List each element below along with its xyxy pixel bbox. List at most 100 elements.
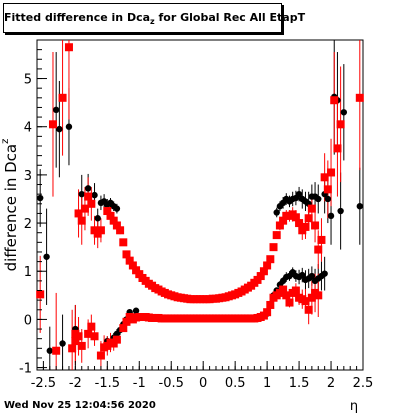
data-point-black: [308, 272, 316, 280]
x-tick-label: 2.5: [353, 376, 374, 391]
y-tick-label: 2: [24, 217, 32, 232]
data-point-black: [324, 195, 332, 203]
data-point-red: [307, 293, 316, 302]
data-point-red: [87, 199, 96, 208]
y-tick-label: 1: [24, 265, 32, 280]
data-point-black: [356, 203, 364, 210]
data-point-red: [279, 216, 288, 225]
data-point-red: [112, 335, 121, 344]
data-point-red: [77, 341, 86, 350]
x-tick-label: 1.5: [289, 376, 310, 391]
data-point-red: [314, 245, 323, 254]
data-point-red: [52, 346, 61, 355]
data-point-red: [295, 219, 304, 228]
y-axis: -1 0 1 2 3 4 5: [19, 39, 47, 377]
data-point-red: [48, 120, 57, 129]
data-point-red: [259, 267, 268, 276]
data-point-red: [279, 285, 288, 294]
data-point-red: [109, 216, 118, 225]
data-point-black: [132, 307, 140, 314]
data-point-red: [336, 120, 345, 129]
data-point-red: [266, 300, 275, 309]
y-tick-label: 3: [24, 169, 32, 184]
data-point-black: [113, 205, 121, 212]
data-point-black: [315, 195, 322, 203]
data-point-red: [84, 192, 93, 201]
data-point-red: [58, 93, 67, 102]
data-point-black: [78, 190, 85, 198]
data-point-red: [84, 329, 93, 338]
data-point-red: [311, 221, 320, 230]
data-point-black: [56, 125, 63, 133]
data-point-red: [77, 216, 86, 225]
x-tick-label: -1: [133, 376, 146, 391]
x-tick-label: 2: [327, 376, 335, 391]
data-point-red: [96, 226, 105, 235]
x-axis: -2.5 -2 -1.5 -1 -0.5 0 0.5 1 1.5 2 2.5: [31, 361, 374, 391]
data-point-red: [125, 256, 134, 265]
data-point-red: [119, 238, 128, 247]
data-point-black: [340, 109, 348, 116]
data-point-red: [272, 231, 281, 240]
x-tick-label: -2.5: [31, 376, 56, 391]
data-point-red: [291, 286, 300, 295]
data-point-red: [266, 255, 275, 264]
data-point-red: [103, 207, 112, 216]
y-axis-label: difference in Dcaz: [0, 139, 20, 272]
y-tick-label: 5: [24, 73, 32, 88]
x-tick-label: 0.5: [225, 376, 246, 391]
timestamp: Wed Nov 25 12:04:56 2020: [4, 400, 156, 411]
data-point-red: [307, 204, 316, 213]
y-tick-label: 0: [24, 313, 32, 328]
data-point-red: [68, 344, 77, 353]
x-tick-label: -1.5: [95, 376, 120, 391]
data-point-black: [299, 271, 306, 279]
data-point-red: [96, 351, 105, 360]
data-point-black: [52, 106, 60, 114]
data-point-black: [327, 212, 335, 220]
data-point-red: [263, 308, 272, 317]
data-point-red: [80, 204, 89, 213]
data-point-red: [301, 297, 310, 306]
data-point-red: [71, 337, 80, 346]
data-point-black: [273, 209, 280, 216]
title-box: Fitted difference in Dcaz for Global Rec…: [3, 3, 305, 33]
plot-frame: [36, 39, 364, 371]
data-point-red: [285, 298, 294, 307]
data-point-red: [282, 291, 291, 300]
data-point-red: [74, 209, 83, 218]
data-point-red: [87, 322, 96, 331]
data-point-black: [295, 190, 303, 198]
data-point-red: [263, 261, 272, 270]
data-point-red: [291, 213, 300, 222]
data-point-red: [122, 250, 131, 259]
data-point-black: [84, 185, 92, 192]
data-point-red: [90, 332, 99, 341]
data-point-red: [275, 221, 284, 230]
data-point-red: [323, 185, 332, 194]
x-tick-label: -0.5: [159, 376, 184, 391]
data-point-red: [314, 291, 323, 300]
data-point-red: [74, 332, 83, 341]
data-point-black: [43, 253, 50, 260]
data-point-red: [304, 214, 313, 223]
data-point-red: [256, 272, 265, 281]
data-point-red: [128, 261, 137, 270]
y-tick-label: -1: [19, 362, 32, 377]
data-point-red: [106, 211, 115, 220]
data-point-red: [122, 317, 131, 326]
data-point-red: [269, 243, 278, 252]
data-point-red: [320, 173, 329, 182]
chart-title-suffix: for Global Rec All EtapT: [154, 11, 306, 24]
chart-title-subscript: z: [150, 17, 155, 27]
data-point-red: [355, 93, 364, 102]
markers: [36, 43, 364, 360]
data-point-red: [116, 226, 125, 235]
data-point-black: [337, 207, 344, 215]
data-point-black: [65, 123, 73, 130]
data-point-black: [46, 347, 53, 354]
data-point-black: [321, 270, 328, 277]
y-tick-label: 4: [24, 121, 32, 136]
data-point-red: [333, 144, 342, 153]
